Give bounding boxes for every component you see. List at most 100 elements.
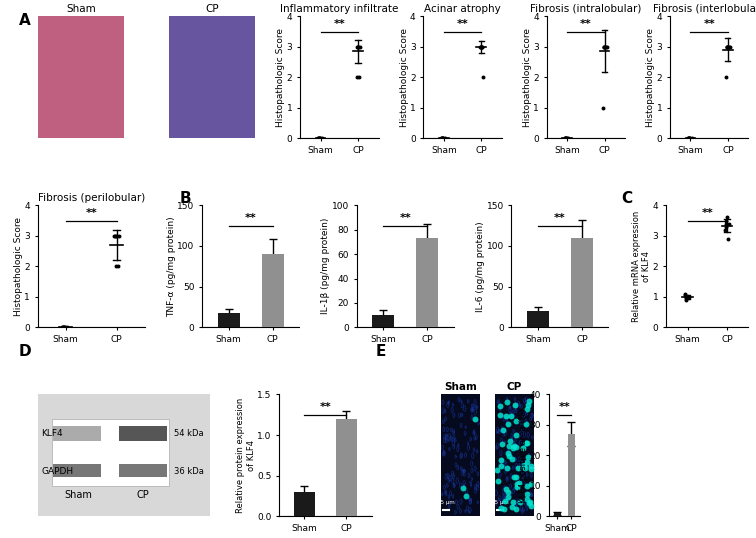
Point <box>492 477 504 485</box>
Point <box>508 473 520 482</box>
Point <box>313 134 325 143</box>
Point <box>509 401 521 409</box>
Point <box>352 43 364 51</box>
Point <box>110 262 122 271</box>
Point <box>494 410 506 419</box>
Text: **: ** <box>580 19 592 29</box>
Title: CP: CP <box>507 383 522 392</box>
Point <box>522 499 534 508</box>
Point <box>61 323 73 331</box>
Point <box>680 293 692 301</box>
Title: CP: CP <box>206 4 219 14</box>
Point <box>525 465 537 474</box>
Point <box>476 43 488 51</box>
Point <box>351 73 363 81</box>
Bar <box>417 238 438 327</box>
Point <box>519 461 531 469</box>
Point <box>457 484 469 493</box>
Point <box>521 490 533 499</box>
Point <box>521 482 533 491</box>
Point <box>506 455 518 463</box>
Point <box>477 73 489 81</box>
Point <box>494 504 507 512</box>
Point <box>522 452 534 461</box>
Point <box>683 134 695 143</box>
Title: Sham: Sham <box>67 4 96 14</box>
Point <box>686 134 698 143</box>
Point <box>494 402 506 410</box>
Point <box>679 289 691 298</box>
Point <box>57 323 69 331</box>
Point <box>600 43 612 51</box>
Point <box>510 416 522 425</box>
Title: Fibrosis (perilobular): Fibrosis (perilobular) <box>38 193 145 203</box>
Title: Sham: Sham <box>444 383 477 392</box>
Point <box>683 293 695 301</box>
Point <box>352 43 364 51</box>
Y-axis label: Histopathologic Score: Histopathologic Score <box>399 27 408 126</box>
Bar <box>294 492 315 516</box>
Y-axis label: Histopathologic Score: Histopathologic Score <box>646 27 655 126</box>
Point <box>520 438 532 447</box>
Point <box>512 464 524 472</box>
Text: **: ** <box>559 402 570 412</box>
Point <box>597 103 609 112</box>
Bar <box>336 419 357 516</box>
Point <box>723 43 736 51</box>
Bar <box>527 311 549 327</box>
Point <box>501 493 513 501</box>
Point <box>721 43 733 51</box>
Point <box>437 134 449 143</box>
Point <box>57 323 70 331</box>
Point <box>108 231 120 240</box>
Point <box>683 134 696 143</box>
Point <box>510 430 522 439</box>
Text: E: E <box>376 344 386 359</box>
Point <box>59 323 71 331</box>
Point <box>503 436 516 445</box>
Point <box>500 412 512 421</box>
Point <box>491 465 503 474</box>
Y-axis label: Histopathologic Score: Histopathologic Score <box>276 27 285 126</box>
Point <box>519 464 531 473</box>
FancyBboxPatch shape <box>53 426 101 441</box>
Point <box>680 291 692 300</box>
Text: **: ** <box>554 213 565 223</box>
Point <box>511 480 523 489</box>
Point <box>438 134 450 143</box>
FancyBboxPatch shape <box>119 464 167 477</box>
Point <box>560 134 572 143</box>
Y-axis label: Relative mRNA expression
of KLF4: Relative mRNA expression of KLF4 <box>632 211 651 322</box>
Text: Sham: Sham <box>64 490 92 499</box>
Point <box>562 134 575 143</box>
Point <box>598 43 610 51</box>
Bar <box>571 238 593 327</box>
Text: 35 μm: 35 μm <box>437 500 454 506</box>
Point <box>500 398 513 406</box>
Text: CP: CP <box>136 490 149 499</box>
Point <box>522 458 534 466</box>
Point <box>507 442 519 450</box>
Text: 36 kDa: 36 kDa <box>174 467 203 476</box>
Point <box>682 134 694 143</box>
Point <box>680 294 692 303</box>
Text: **: ** <box>245 213 256 223</box>
Bar <box>218 313 240 327</box>
Point <box>58 323 70 331</box>
Title: Inflammatory infiltrate: Inflammatory infiltrate <box>280 4 398 14</box>
Point <box>476 43 488 51</box>
Point <box>721 43 733 51</box>
Point <box>683 134 695 143</box>
Point <box>500 485 513 493</box>
Point <box>525 501 538 510</box>
Point <box>600 43 612 51</box>
Point <box>314 134 326 143</box>
Point <box>494 462 507 470</box>
Y-axis label: Relative protein expression
of KLF4: Relative protein expression of KLF4 <box>237 398 256 513</box>
Text: **: ** <box>85 208 97 218</box>
Bar <box>568 434 575 516</box>
Point <box>514 497 526 506</box>
Point <box>500 464 513 473</box>
Point <box>475 43 487 51</box>
Text: **: ** <box>399 213 411 223</box>
